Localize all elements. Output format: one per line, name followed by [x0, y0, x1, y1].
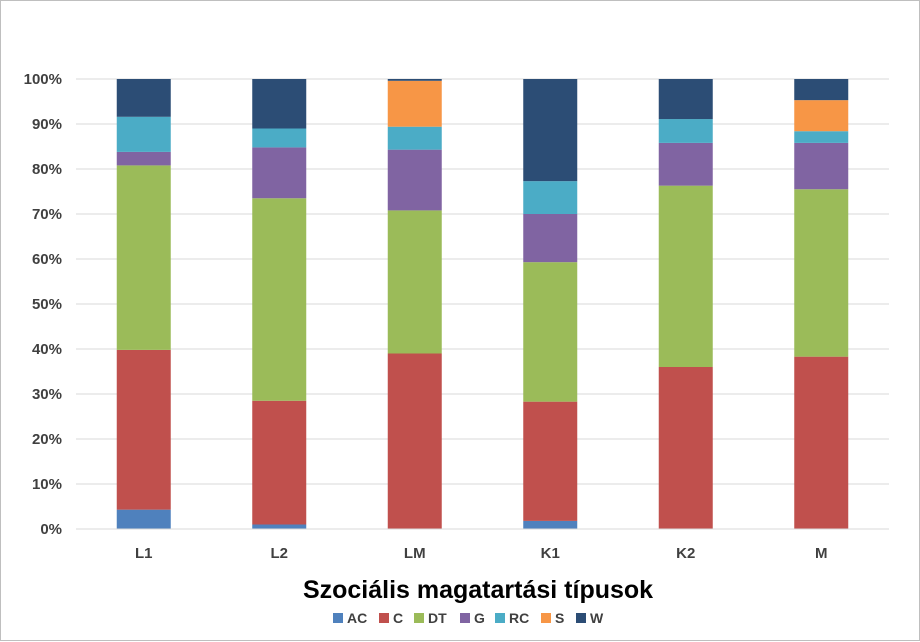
bar-segment-ac-k1 [523, 520, 578, 529]
bar-segment-dt-m [794, 189, 849, 357]
y-tick-label: 70% [32, 206, 62, 223]
bar-segment-w-k1 [523, 79, 578, 182]
x-tick-label: LM [404, 545, 426, 562]
bar-segment-w-k2 [658, 79, 713, 120]
y-tick-label: 30% [32, 386, 62, 403]
bars [116, 79, 849, 529]
bar-segment-rc-lm [387, 126, 442, 150]
bar-segment-w-m [794, 79, 849, 101]
bar-segment-g-l1 [116, 151, 171, 166]
legend-label-c: C [393, 610, 403, 626]
y-tick-label: 60% [32, 251, 62, 268]
x-axis-ticks: L1 L2 LM K1 K2 M [135, 545, 828, 562]
bar-segment-s-lm [387, 80, 442, 127]
y-tick-label: 80% [32, 161, 62, 178]
legend-swatch-rc [495, 613, 505, 623]
bar-segment-rc-k1 [523, 181, 578, 214]
bar-segment-ac-l2 [252, 524, 307, 529]
bar-segment-w-lm [387, 79, 442, 81]
legend-label-w: W [590, 610, 604, 626]
y-tick-label: 0% [40, 521, 62, 538]
bar-segment-c-lm [387, 353, 442, 529]
bar-segment-dt-lm [387, 210, 442, 354]
bar-segment-rc-l2 [252, 128, 307, 148]
y-tick-label: 40% [32, 341, 62, 358]
bar-segment-w-l2 [252, 79, 307, 129]
y-axis-ticks: 0% 10% 20% 30% 40% 50% 60% 70% 80% 90% 100% [24, 71, 62, 538]
bar-segment-g-m [794, 142, 849, 190]
legend-label-g: G [474, 610, 485, 626]
y-tick-label: 90% [32, 116, 62, 133]
bar-segment-dt-k1 [523, 262, 578, 402]
bar-segment-c-l1 [116, 349, 171, 510]
y-tick-label: 50% [32, 296, 62, 313]
x-axis-label: Szociális magatartási típusok [303, 576, 653, 604]
bar-segment-c-m [794, 356, 849, 529]
bar-segment-ac-l1 [116, 509, 171, 529]
y-tick-label: 10% [32, 476, 62, 493]
x-tick-label: L1 [135, 545, 153, 562]
x-tick-label: M [815, 545, 828, 562]
legend-swatch-c [379, 613, 389, 623]
legend-swatch-w [576, 613, 586, 623]
legend-label-dt: DT [428, 610, 447, 626]
bar-segment-w-l1 [116, 79, 171, 117]
bar-segment-g-lm [387, 149, 442, 211]
bar-segment-rc-m [794, 131, 849, 143]
y-tick-label: 100% [24, 71, 62, 88]
x-tick-label: L2 [270, 545, 288, 562]
bar-segment-rc-l1 [116, 116, 171, 152]
bar-segment-c-k1 [523, 401, 578, 521]
x-tick-label: K2 [676, 545, 695, 562]
x-tick-label: K1 [541, 545, 560, 562]
legend-label-s: S [555, 610, 564, 626]
bar-segment-rc-k2 [658, 119, 713, 143]
legend-swatch-g [460, 613, 470, 623]
bar-segment-g-l2 [252, 147, 307, 199]
bar-segment-g-k1 [523, 214, 578, 263]
bar-segment-c-l2 [252, 400, 307, 525]
bar-segment-g-k2 [658, 142, 713, 186]
legend-swatch-ac [333, 613, 343, 623]
bar-segment-c-k2 [658, 367, 713, 529]
legend-swatch-dt [414, 613, 424, 623]
legend-label-rc: RC [509, 610, 529, 626]
legend-label-ac: AC [347, 610, 367, 626]
gridlines [76, 78, 889, 485]
bar-segment-dt-k2 [658, 185, 713, 367]
legend: AC C DT G RC S W [333, 610, 604, 626]
bar-segment-dt-l1 [116, 165, 171, 350]
bar-segment-s-m [794, 100, 849, 132]
bar-segment-dt-l2 [252, 198, 307, 401]
y-tick-label: 20% [32, 431, 62, 448]
legend-swatch-s [541, 613, 551, 623]
